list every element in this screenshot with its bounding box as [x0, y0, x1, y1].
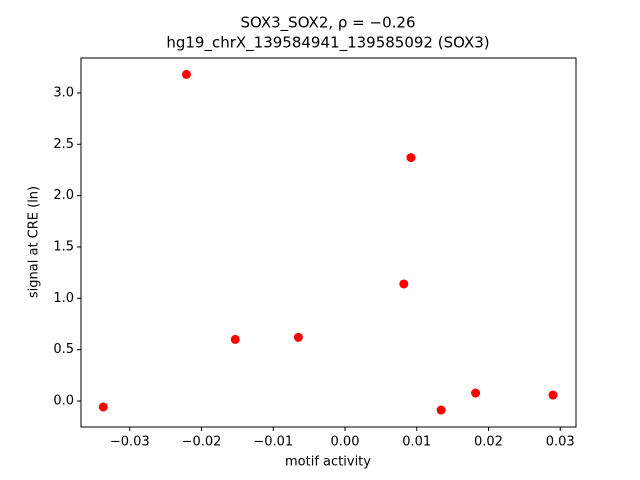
point [471, 388, 481, 398]
point [399, 279, 409, 289]
y-axis-label: signal at CRE (ln) [27, 186, 42, 298]
x-axis-label: motif activity [285, 455, 371, 470]
plot-frame [80, 57, 577, 428]
chart-subtitle: hg19_chrX_139584941_139585092 (SOX3) [166, 34, 489, 53]
point [406, 153, 416, 163]
x-tick-label: 0.02 [474, 435, 503, 450]
point [293, 332, 303, 342]
point [230, 334, 240, 344]
y-tick-label: 0.0 [53, 394, 74, 409]
y-tick-label: 1.0 [53, 291, 74, 306]
y-tick-label: 1.5 [53, 239, 74, 254]
x-tick-label: −0.03 [110, 435, 150, 450]
point [98, 402, 108, 412]
x-tick-label: −0.02 [182, 435, 222, 450]
y-tick-label: 2.5 [53, 137, 74, 152]
point [436, 405, 446, 415]
x-tick-label: 0.00 [331, 435, 360, 450]
chart-title: SOX3_SOX2, ρ = −0.26 [240, 14, 415, 33]
x-tick-label: −0.01 [253, 435, 293, 450]
y-tick-label: 3.0 [53, 85, 74, 100]
y-tick-label: 0.5 [53, 342, 74, 357]
point [181, 69, 191, 79]
x-tick-label: 0.01 [402, 435, 431, 450]
point [548, 390, 558, 400]
y-tick-label: 2.0 [53, 188, 74, 203]
x-tick-label: 0.03 [546, 435, 575, 450]
